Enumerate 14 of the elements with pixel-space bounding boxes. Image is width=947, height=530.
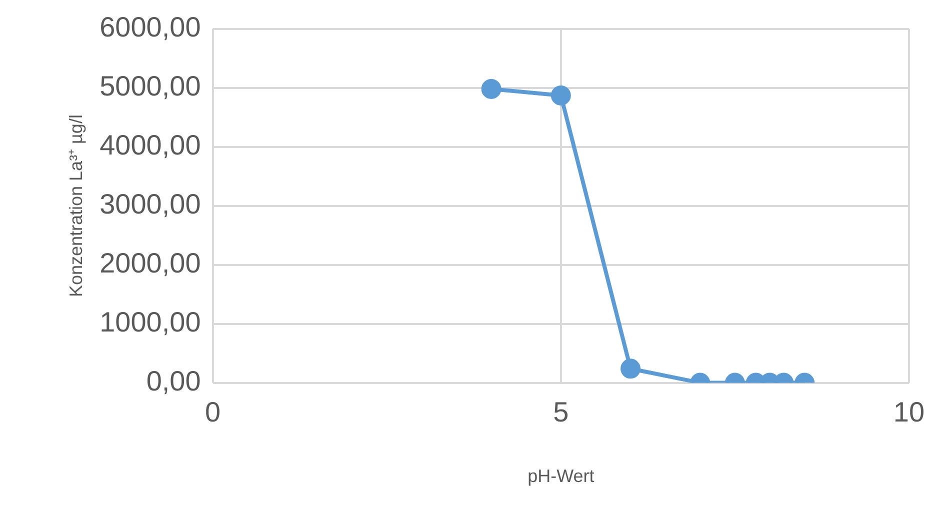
y-tick-label: 0,00 [146, 366, 201, 397]
y-tick-label: 5000,00 [100, 70, 201, 102]
x-tick-label: 5 [553, 396, 569, 428]
x-axis-title: pH-Wert [528, 466, 594, 486]
x-tick-label: 0 [205, 396, 221, 428]
y-tick-label: 4000,00 [100, 130, 201, 161]
x-tick-label: 10 [893, 396, 925, 428]
y-axis-title: Konzentration La³⁺ µg/l [66, 114, 86, 298]
y-tick-label: 1000,00 [100, 306, 201, 338]
y-tick-label: 2000,00 [100, 248, 201, 279]
point [481, 78, 502, 99]
y-tick-label: 3000,00 [100, 188, 201, 220]
y-tick-label: 6000,00 [100, 12, 201, 43]
point [550, 85, 571, 106]
